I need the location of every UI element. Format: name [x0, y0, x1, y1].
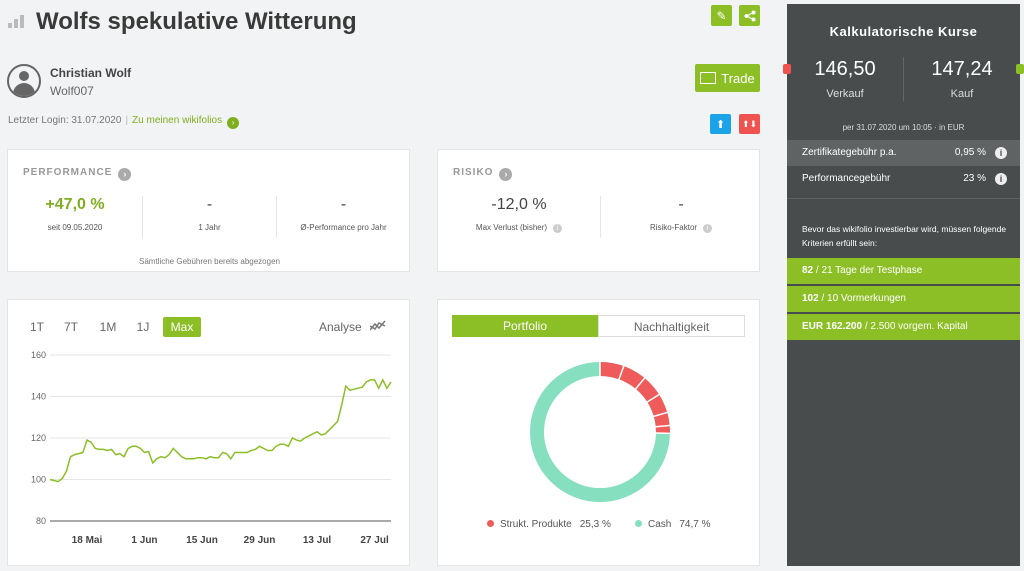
y-tick-label: 160	[31, 350, 46, 360]
performance-avg-label: Ø-Performance pro Jahr	[300, 223, 387, 232]
info-icon[interactable]: i	[995, 147, 1007, 159]
series-line	[49, 378, 392, 483]
x-tick-label: 18 Mai	[72, 535, 103, 546]
performance-fee-row: Performancegebühr 23 % i	[787, 166, 1020, 192]
y-tick-label: 100	[31, 475, 46, 485]
swap-button[interactable]: ⬆⬇	[739, 114, 760, 134]
range-7t[interactable]: 7T	[63, 320, 78, 334]
chevron-right-icon[interactable]: ›	[499, 168, 513, 181]
x-tick-label: 1 Jun	[131, 535, 157, 546]
donut-separator	[646, 393, 661, 404]
range-max[interactable]: Max	[163, 317, 201, 337]
chevron-right-icon[interactable]: ›	[227, 117, 240, 129]
donut-separator	[617, 364, 625, 381]
price-timestamp: per 31.07.2020 um 10:05 · in EUR	[842, 123, 965, 132]
last-login-text: Letzter Login: 31.07.2020	[8, 115, 122, 126]
x-tick-label: 15 Jun	[186, 535, 218, 546]
range-1t[interactable]: 1T	[29, 320, 44, 334]
my-wikifolios-link[interactable]: Zu meinen wikifolios	[132, 115, 223, 126]
legend-dot	[487, 520, 494, 527]
allocation-donut[interactable]	[520, 352, 680, 512]
certificate-fee-row: Zertifikategebühr p.a. 0,95 % i	[787, 140, 1020, 166]
share-button[interactable]	[739, 5, 760, 26]
criterion-test-phase: 82 / 21 Tage der Testphase	[787, 258, 1020, 284]
performance-chart[interactable]: 160 140 120 100 80 18 Mai 1 Jun 15 Jun 29 Jun 13 …	[8, 340, 411, 550]
chart-board-icon	[700, 72, 717, 84]
legend-value: 74,7 %	[679, 519, 711, 530]
info-icon[interactable]: i	[703, 224, 713, 233]
donut-separator	[652, 411, 669, 418]
risk-factor-label: Risiko-Faktor i	[601, 223, 761, 233]
fee-label: Performancegebühr	[802, 173, 891, 184]
risk-factor: -	[678, 196, 684, 213]
x-tick-label: 27 Jul	[360, 535, 389, 546]
criterion-reservations: 102 / 10 Vormerkungen	[787, 286, 1020, 312]
legend-value: 25,3 %	[579, 519, 611, 530]
page-title: Wolfs spekulative Witterung	[36, 8, 357, 35]
tab-sustainability[interactable]: Nachhaltigkeit	[598, 315, 745, 337]
info-icon[interactable]: i	[995, 173, 1007, 185]
y-tick-label: 140	[31, 392, 46, 402]
pencil-icon: ✎	[716, 8, 727, 23]
legend-name: Cash	[648, 519, 672, 530]
donut-separator	[654, 424, 671, 428]
fee-value: 23 %	[963, 173, 986, 184]
criterion-capital: EUR 162.200 / 2.500 vorgem. Kapital	[787, 314, 1020, 340]
performance-avg: -	[340, 196, 347, 213]
performance-1y-label: 1 Jahr	[198, 223, 221, 232]
fees-footnote: Sämtliche Gebühren bereits abgezogen	[139, 257, 280, 266]
sell-label: Verkauf	[826, 88, 864, 100]
share-icon	[744, 10, 755, 21]
performance-total: +47,0 %	[45, 196, 105, 213]
analyse-button[interactable]: Analyse	[319, 320, 386, 334]
max-loss-label: Max Verlust (bisher) i	[438, 223, 600, 233]
buy-label: Kauf	[950, 88, 974, 100]
fee-label: Zertifikategebühr p.a.	[802, 147, 897, 158]
analysis-chart-icon	[369, 320, 386, 331]
tab-portfolio[interactable]: Portfolio	[452, 315, 598, 337]
trade-label: Trade	[721, 70, 755, 86]
chevron-right-icon[interactable]: ›	[118, 168, 132, 181]
trade-button[interactable]: Trade	[695, 64, 760, 92]
x-tick-label: 13 Jul	[303, 535, 332, 546]
sell-indicator	[783, 64, 791, 74]
performance-heading: PERFORMANCE ›	[23, 167, 132, 181]
risk-heading: RISIKO ›	[453, 167, 513, 181]
criteria-intro: Bevor das wikifolio investierbar wird, m…	[802, 224, 1007, 248]
edit-button[interactable]: ✎	[711, 5, 732, 26]
max-loss: -12,0 %	[491, 196, 547, 213]
legend-dot	[635, 520, 642, 527]
last-login: Letzter Login: 31.07.2020 | Zu meinen wiki…	[8, 115, 240, 129]
performance-card: PERFORMANCE › +47,0 % seit 09.05.2020 - 1…	[7, 149, 410, 272]
legend-cash: Cash 74,7 %	[635, 519, 711, 530]
analyse-label: Analyse	[319, 320, 362, 334]
panel-title: Kalkulatorische Kurse	[829, 24, 978, 39]
price-panel: Kalkulatorische Kurse 146,50 Verkauf 147…	[783, 4, 1024, 566]
sell-price: 146,50	[814, 58, 876, 80]
donut-separator	[634, 376, 646, 391]
info-icon[interactable]: i	[553, 224, 563, 233]
upload-button[interactable]: ⬆	[710, 114, 731, 134]
legend-name: Strukt. Produkte	[500, 519, 572, 530]
risk-card: RISIKO › -12,0 % Max Verlust (bisher) i - …	[437, 149, 760, 272]
range-1j[interactable]: 1J	[136, 320, 150, 334]
performance-total-label: seit 09.05.2020	[47, 223, 103, 232]
performance-1y: -	[206, 196, 213, 213]
arrow-up-icon: ⬆	[715, 118, 726, 131]
avatar[interactable]	[7, 64, 41, 98]
bar-chart-icon	[8, 14, 28, 28]
x-tick-label: 29 Jun	[244, 535, 276, 546]
range-1m[interactable]: 1M	[99, 320, 117, 334]
fee-value: 0,95 %	[954, 147, 986, 158]
y-tick-label: 80	[36, 516, 46, 526]
chart-card: 1T 7T 1M 1J Max Analyse 160 140 120 100 80 18…	[7, 299, 410, 566]
user-name[interactable]: Christian Wolf	[50, 66, 132, 80]
arrow-up-down-icon: ⬆⬇	[741, 118, 758, 129]
buy-indicator	[1016, 64, 1024, 74]
user-handle: Wolf007	[50, 84, 94, 98]
legend-structured-products: Strukt. Produkte 25,3 %	[487, 519, 611, 530]
buy-price: 147,24	[931, 58, 993, 80]
y-tick-label: 120	[31, 433, 46, 443]
